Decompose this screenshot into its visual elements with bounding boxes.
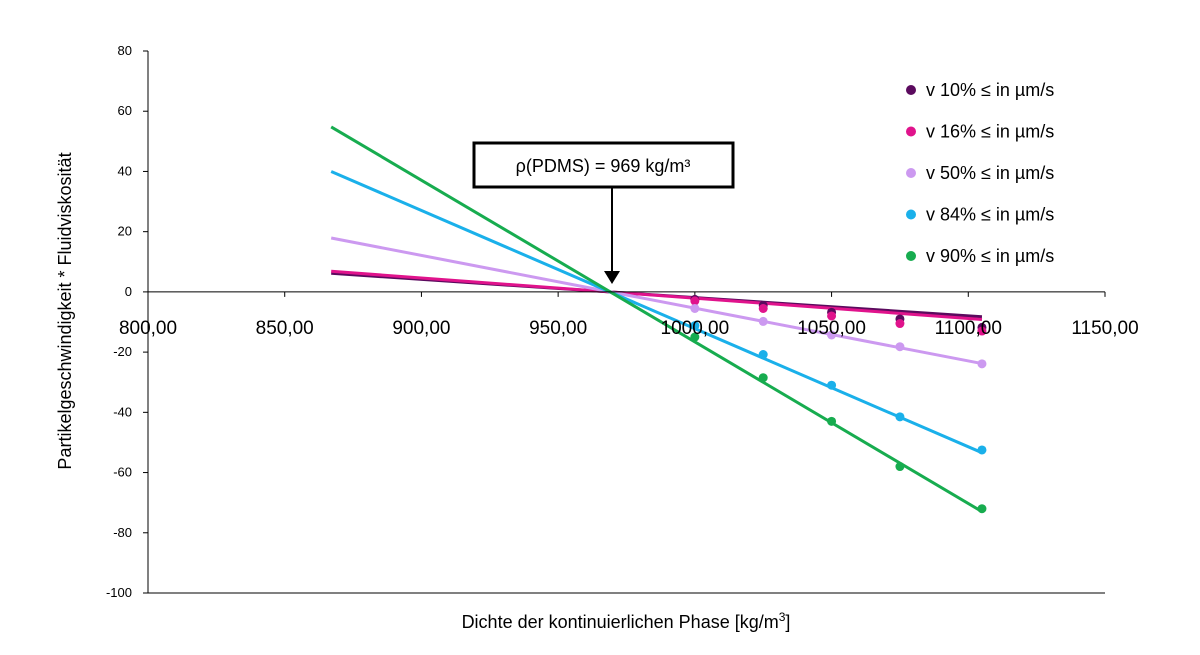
y-tick-label: 20 — [118, 224, 132, 239]
data-point — [827, 380, 837, 390]
y-tick-label: 0 — [125, 284, 132, 299]
legend-label: v 90% ≤ in µm/s — [926, 246, 1054, 266]
data-point — [977, 504, 987, 514]
legend-label: v 50% ≤ in µm/s — [926, 163, 1054, 183]
annotation-text: ρ(PDMS) = 969 kg/m³ — [516, 156, 691, 176]
y-tick-label: -40 — [113, 404, 132, 419]
y-tick-label: 80 — [118, 43, 132, 58]
legend-label: v 10% ≤ in µm/s — [926, 80, 1054, 100]
data-point — [758, 350, 768, 360]
y-axis-title: Partikelgeschwindigkeit * Fluidviskositä… — [55, 152, 75, 469]
trendline — [331, 269, 983, 321]
legend-label: v 16% ≤ in µm/s — [926, 122, 1054, 142]
data-point — [977, 445, 987, 455]
data-point — [827, 416, 837, 426]
y-tick-label: -80 — [113, 525, 132, 540]
legend: v 10% ≤ in µm/s v 16% ≤ in µm/s v 50% ≤ in… — [906, 80, 1054, 266]
legend-label: v 84% ≤ in µm/s — [926, 205, 1054, 225]
trendline — [330, 170, 983, 455]
data-point — [758, 303, 768, 313]
x-tick-label: 800,00 — [119, 318, 177, 339]
legend-marker — [906, 209, 916, 220]
y-tick-label: 40 — [118, 163, 132, 178]
data-point — [895, 342, 905, 352]
y-tick-label: -20 — [113, 344, 132, 359]
x-axis-title-main: Dichte der kontinuierlichen Phase [kg/m — [462, 612, 779, 632]
data-point — [827, 330, 837, 340]
trendline — [330, 236, 983, 366]
x-tick-label: 900,00 — [392, 318, 450, 339]
data-point — [977, 326, 987, 336]
y-tick-label: 60 — [118, 103, 132, 118]
x-tick-label: 1050,00 — [797, 318, 866, 339]
data-point — [690, 303, 700, 313]
data-point — [977, 359, 987, 369]
data-point — [895, 412, 905, 422]
x-tick-label: 1000,00 — [661, 318, 730, 339]
x-tick-label: 1150,00 — [1071, 318, 1138, 339]
y-tick-label: -60 — [113, 465, 132, 480]
data-point — [758, 373, 768, 383]
x-axis-title-end: ] — [785, 612, 790, 632]
x-tick-label: 1100,00 — [935, 318, 1002, 339]
x-axis-title: Dichte der kontinuierlichen Phase [kg/m3… — [462, 610, 791, 632]
data-point — [827, 311, 837, 321]
trendline — [330, 125, 983, 513]
data-point — [895, 319, 905, 329]
y-tick-label: -100 — [106, 585, 132, 600]
data-point — [895, 462, 905, 472]
data-point — [690, 332, 700, 342]
x-tick-label: 850,00 — [256, 318, 314, 339]
legend-marker — [906, 126, 916, 137]
annotation-arrowhead — [604, 271, 620, 284]
data-point — [690, 296, 700, 306]
data-point — [690, 321, 700, 331]
annotation-box — [472, 141, 735, 189]
data-point — [758, 316, 768, 326]
legend-marker — [906, 168, 916, 178]
legend-marker — [906, 85, 916, 95]
x-axis-title-sup: 3 — [779, 610, 786, 624]
legend-marker — [906, 251, 916, 261]
x-tick-label: 950,00 — [529, 318, 587, 339]
